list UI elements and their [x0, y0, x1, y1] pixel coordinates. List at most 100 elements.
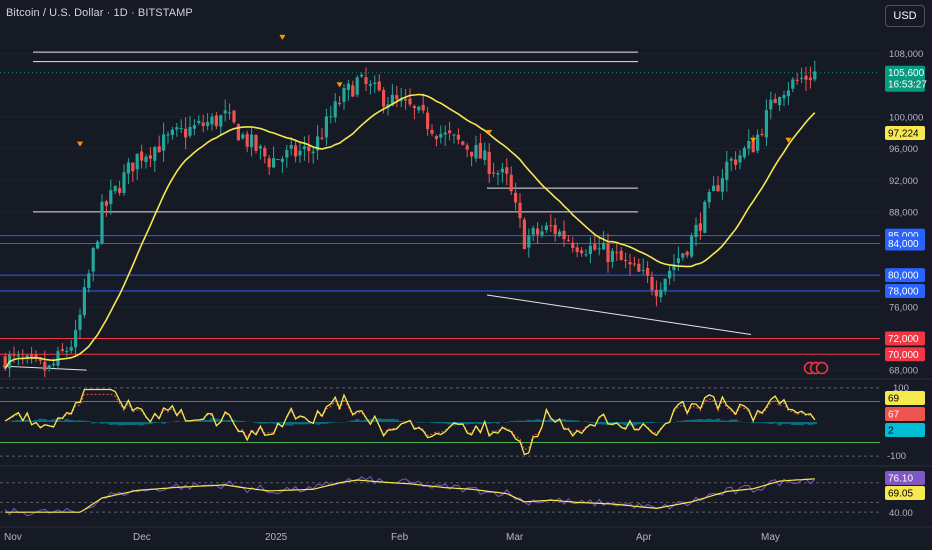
candle-body — [681, 253, 685, 258]
candle-body — [549, 225, 553, 227]
candle-body — [56, 351, 60, 366]
signal-marker-icon — [785, 137, 792, 143]
candle-body — [483, 150, 487, 160]
candle-body — [3, 356, 7, 369]
time-axis: Nov Dec 2025 Feb Mar Apr May — [4, 532, 780, 543]
candle-body — [505, 167, 509, 174]
ma-value-badge-bg — [885, 126, 925, 140]
signal-marker-icon — [279, 34, 286, 40]
candle-body — [632, 263, 636, 265]
candle-body — [25, 355, 29, 358]
candle-body — [782, 95, 786, 99]
candle-body — [236, 124, 240, 141]
candle-body — [509, 174, 513, 192]
candle-body — [800, 77, 804, 79]
price-tick-label: 88,000 — [889, 207, 918, 218]
candle-body — [663, 278, 667, 291]
candle-body — [676, 258, 680, 264]
candle-body — [795, 79, 799, 81]
time-tick-label: 2025 — [265, 532, 288, 543]
candle-body — [368, 84, 372, 86]
candle-body — [38, 358, 42, 361]
candle-body — [786, 90, 790, 97]
candle-body — [223, 110, 227, 114]
candle-body — [346, 83, 350, 90]
candle-body — [258, 146, 262, 149]
currency-button[interactable]: USD — [885, 5, 925, 27]
rsi-ma-line — [5, 478, 815, 513]
candle-body — [78, 314, 82, 331]
level-badge: 80,000 — [888, 271, 919, 282]
candle-body — [487, 151, 491, 175]
candle-body — [764, 110, 768, 138]
candle-body — [16, 355, 20, 357]
candle-body — [593, 244, 597, 250]
time-tick-label: Mar — [506, 532, 524, 543]
price-tick-label: 92,000 — [889, 176, 918, 187]
candle-body — [602, 242, 606, 250]
candle-body — [566, 239, 570, 241]
candle-body — [738, 155, 742, 163]
candle-body — [373, 82, 377, 84]
candle-body — [694, 224, 698, 238]
candle-body — [96, 241, 100, 249]
candle-body — [527, 236, 531, 248]
candle-body — [263, 148, 267, 157]
cci-signal-badge-bg — [885, 407, 925, 421]
candle-body — [104, 201, 108, 206]
candle-body — [399, 98, 403, 102]
candle-body — [760, 133, 764, 136]
event-flag-icon — [815, 361, 829, 375]
candle-body — [690, 236, 694, 257]
candle-body — [69, 347, 73, 351]
candle-body — [456, 134, 460, 140]
candle-body — [492, 172, 496, 174]
level-badge: 72,000 — [888, 334, 919, 345]
candle-body — [448, 130, 452, 134]
rsi-ma-badge-bg — [885, 486, 925, 500]
horizontal-levels — [0, 51, 880, 371]
candle-body — [421, 104, 425, 111]
candle-body — [316, 136, 320, 151]
candle-body — [742, 147, 746, 158]
chart-annotations — [77, 34, 829, 375]
candle-body — [179, 127, 183, 129]
current-price-badge-bg — [885, 65, 925, 92]
candle-body — [298, 150, 302, 156]
candle-body — [751, 141, 755, 153]
candle-body — [333, 101, 337, 118]
time-tick-label: Dec — [133, 532, 151, 543]
candle-body — [135, 153, 139, 170]
price-tick-label: 96,000 — [889, 144, 918, 155]
candle-body — [610, 250, 614, 262]
candle-body — [294, 145, 298, 157]
candle-body — [615, 252, 619, 254]
level-badge: 78,000 — [888, 287, 919, 298]
cci-line — [4, 388, 816, 456]
price-tick-label: 100,000 — [889, 113, 923, 124]
candle-body — [360, 74, 364, 77]
candle-body — [597, 248, 601, 250]
cci-indicator-panel: 100 -100 — [0, 383, 909, 462]
candle-body — [619, 250, 623, 261]
candle-body — [47, 365, 51, 369]
candle-body — [641, 270, 645, 272]
moving-average-path — [4, 93, 816, 369]
candle-body — [276, 159, 280, 161]
candle-body — [571, 242, 575, 249]
candle-body — [791, 79, 795, 89]
candle-body — [197, 120, 201, 123]
candle-body — [813, 71, 817, 80]
moving-average-line — [4, 93, 816, 369]
time-tick-label: Nov — [4, 532, 22, 543]
signal-marker-icon — [77, 141, 83, 147]
candle-body — [87, 273, 91, 288]
candle-body — [250, 134, 254, 148]
candle-body — [311, 151, 315, 154]
level-badge-bg — [885, 347, 925, 362]
candle-body — [228, 112, 232, 114]
candle-body — [531, 228, 535, 235]
candle-body — [659, 289, 663, 298]
candle-body — [12, 354, 16, 356]
